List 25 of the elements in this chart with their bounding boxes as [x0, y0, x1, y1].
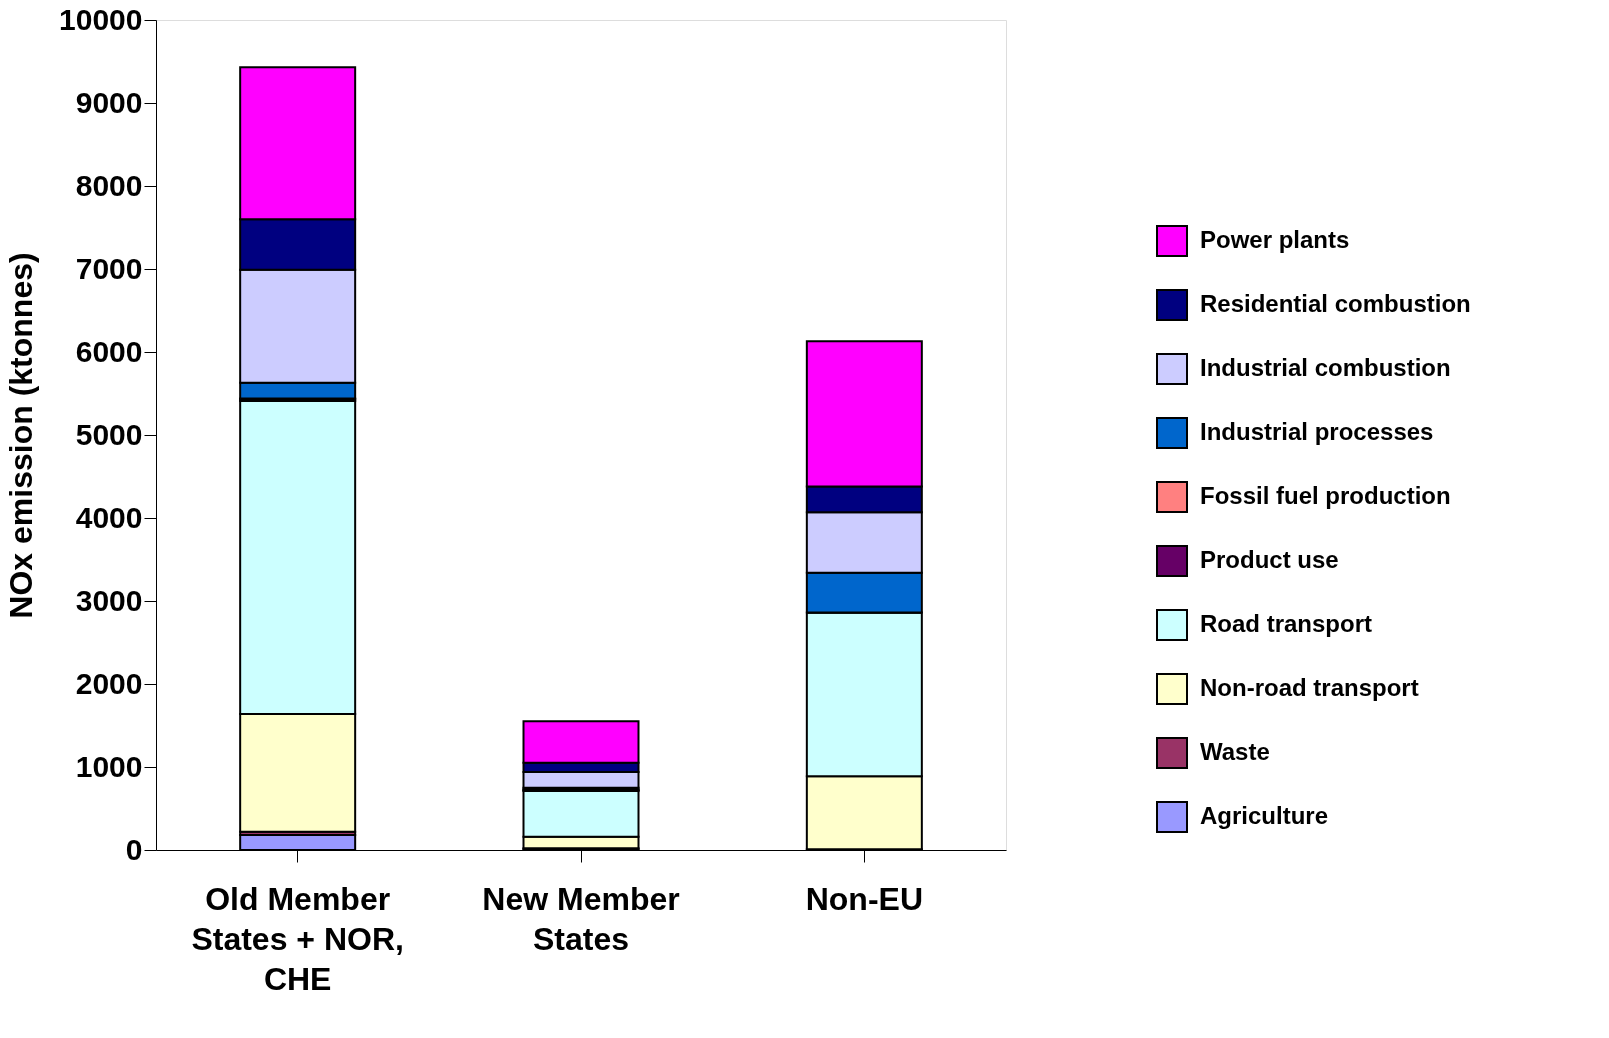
- y-tick-label: 2000: [75, 666, 143, 700]
- y-tick-label: 1000: [75, 749, 143, 783]
- x-tick-label: New Member States: [482, 880, 680, 957]
- y-tick-label: 10000: [59, 2, 143, 36]
- y-tick-label: 3000: [75, 583, 143, 617]
- y-tick-label: 5000: [75, 417, 143, 451]
- legend-label: Non-road transport: [1200, 674, 1419, 701]
- x-tick-label: Old Member States + NOR, CHE: [191, 880, 404, 997]
- y-tick-label: 0: [125, 832, 143, 866]
- legend-label: Waste: [1200, 738, 1270, 765]
- legend-label: Power plants: [1200, 226, 1350, 253]
- y-tick-label: 8000: [75, 168, 143, 202]
- legend-label: Product use: [1200, 546, 1339, 573]
- y-tick-label: 6000: [75, 334, 143, 368]
- x-tick-label: Non-EU: [805, 880, 923, 917]
- y-tick-label: 4000: [75, 500, 143, 534]
- legend-label: Industrial processes: [1200, 418, 1434, 445]
- legend-label: Residential combustion: [1200, 290, 1471, 317]
- y-axis-title: NOx emission (ktonnes): [3, 252, 40, 619]
- legend-label: Industrial combustion: [1200, 354, 1451, 381]
- legend-label: Road transport: [1200, 610, 1373, 637]
- legend-label: Agriculture: [1200, 802, 1329, 829]
- y-tick-label: 9000: [75, 85, 143, 119]
- legend-label: Fossil fuel production: [1200, 482, 1451, 509]
- y-tick-label: 7000: [75, 251, 143, 285]
